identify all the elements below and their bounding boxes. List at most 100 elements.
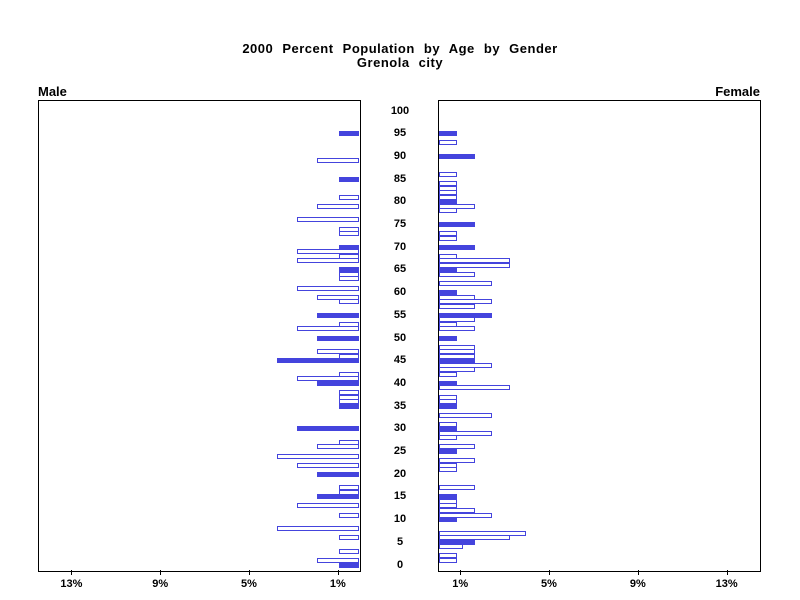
bar-female-age-67 <box>439 258 510 263</box>
bar-female-age-35 <box>439 404 457 409</box>
bar-female-age-17 <box>439 485 475 490</box>
bar-male-age-67 <box>297 258 359 263</box>
bar-male-age-63 <box>339 276 359 281</box>
bar-female-age-90 <box>439 154 475 159</box>
bar-male-age-95 <box>339 131 359 136</box>
bar-male-age-89 <box>317 158 359 163</box>
age-axis-label: 70 <box>393 240 407 253</box>
age-axis-label: 10 <box>393 513 407 526</box>
bar-female-age-73 <box>439 231 457 236</box>
bar-male-age-73 <box>339 231 359 236</box>
female-axis-tick <box>726 570 728 575</box>
bar-male-age-65 <box>339 267 359 272</box>
female-axis-tick <box>549 570 550 575</box>
bar-female-age-11 <box>439 513 492 518</box>
age-axis-label: 25 <box>393 445 407 457</box>
bar-male-age-55 <box>317 313 359 318</box>
bar-female-age-78 <box>439 208 457 213</box>
bar-female-age-10 <box>439 517 457 522</box>
bar-female-age-12 <box>439 508 475 513</box>
bar-female-age-66 <box>439 263 510 268</box>
age-axis-label: 60 <box>393 286 407 299</box>
bar-female-age-42 <box>439 372 457 377</box>
bar-female-age-95 <box>439 131 457 136</box>
age-axis-label: 85 <box>393 172 407 185</box>
female-pct-label: 1% <box>452 578 469 590</box>
female-panel-label: Female <box>715 84 760 99</box>
age-axis-label: 55 <box>393 308 407 321</box>
age-axis-label: 100 <box>390 104 410 117</box>
bar-male-age-3 <box>339 549 359 554</box>
bar-male-age-20 <box>317 472 359 477</box>
male-axis-tick <box>337 570 339 575</box>
bar-female-age-30 <box>439 426 457 431</box>
bar-female-age-55 <box>439 313 492 318</box>
bar-female-age-45 <box>439 358 475 363</box>
male-panel-label: Male <box>38 84 67 99</box>
bar-female-age-62 <box>439 281 492 286</box>
bar-male-age-36 <box>339 399 359 404</box>
bar-female-age-75 <box>439 222 475 227</box>
age-axis-label: 15 <box>393 490 407 503</box>
bar-male-age-45 <box>277 358 359 363</box>
age-axis-label: 30 <box>393 422 407 435</box>
female-axis-tick <box>460 570 462 575</box>
female-pct-label: 13% <box>715 578 738 590</box>
bar-female-age-93 <box>439 140 457 145</box>
bar-male-age-61 <box>297 286 359 291</box>
bar-female-age-58 <box>439 299 492 304</box>
age-axis-label: 75 <box>393 218 407 230</box>
bar-female-age-43 <box>439 367 475 372</box>
female-pct-label: 5% <box>541 578 557 590</box>
age-axis-label: 20 <box>393 467 407 480</box>
bar-female-age-2 <box>439 553 457 558</box>
bar-female-age-52 <box>439 326 475 331</box>
bar-male-age-1 <box>317 558 359 563</box>
bar-female-age-65 <box>439 267 457 272</box>
age-axis-label: 50 <box>393 331 407 344</box>
bar-female-age-47 <box>439 349 475 354</box>
bar-female-age-80 <box>439 199 457 204</box>
female-pct-label: 9% <box>629 578 646 590</box>
bar-male-age-0 <box>339 563 359 568</box>
male-pct-label: 13% <box>60 578 83 590</box>
bar-female-age-57 <box>439 304 475 309</box>
age-axis-label: 0 <box>396 558 404 571</box>
male-pct-label: 9% <box>152 578 169 590</box>
bar-female-age-21 <box>439 467 457 472</box>
age-axis-label: 95 <box>393 127 407 140</box>
bar-male-age-40 <box>317 381 359 386</box>
male-axis-tick <box>71 570 73 575</box>
bar-female-age-70 <box>439 245 475 250</box>
age-axis-label: 45 <box>393 354 407 367</box>
bar-male-age-11 <box>339 513 359 518</box>
bar-female-age-1 <box>439 558 457 563</box>
bar-male-age-22 <box>297 463 359 468</box>
bar-male-age-26 <box>317 444 359 449</box>
bar-female-age-33 <box>439 413 492 418</box>
bar-male-age-35 <box>339 404 359 409</box>
age-axis-label: 80 <box>393 195 407 208</box>
male-pct-label: 5% <box>241 578 257 590</box>
bar-female-age-26 <box>439 444 475 449</box>
bar-female-age-13 <box>439 503 457 508</box>
bar-female-age-82 <box>439 190 457 195</box>
female-axis-tick <box>637 570 639 575</box>
bar-male-age-58 <box>339 299 359 304</box>
bar-female-age-64 <box>439 272 475 277</box>
bar-male-age-6 <box>339 535 359 540</box>
bar-male-age-13 <box>297 503 359 508</box>
bar-male-age-69 <box>297 249 359 254</box>
male-axis-tick <box>249 570 250 575</box>
bar-female-age-15 <box>439 494 457 499</box>
bar-male-age-81 <box>339 195 359 200</box>
bar-female-age-39 <box>439 385 510 390</box>
female-plot-box <box>438 100 761 572</box>
bar-male-age-76 <box>297 217 359 222</box>
bar-male-age-24 <box>277 454 359 459</box>
male-pct-label: 1% <box>329 578 346 590</box>
bar-female-age-72 <box>439 236 457 241</box>
age-axis-label: 90 <box>393 149 407 162</box>
bar-female-age-23 <box>439 458 475 463</box>
